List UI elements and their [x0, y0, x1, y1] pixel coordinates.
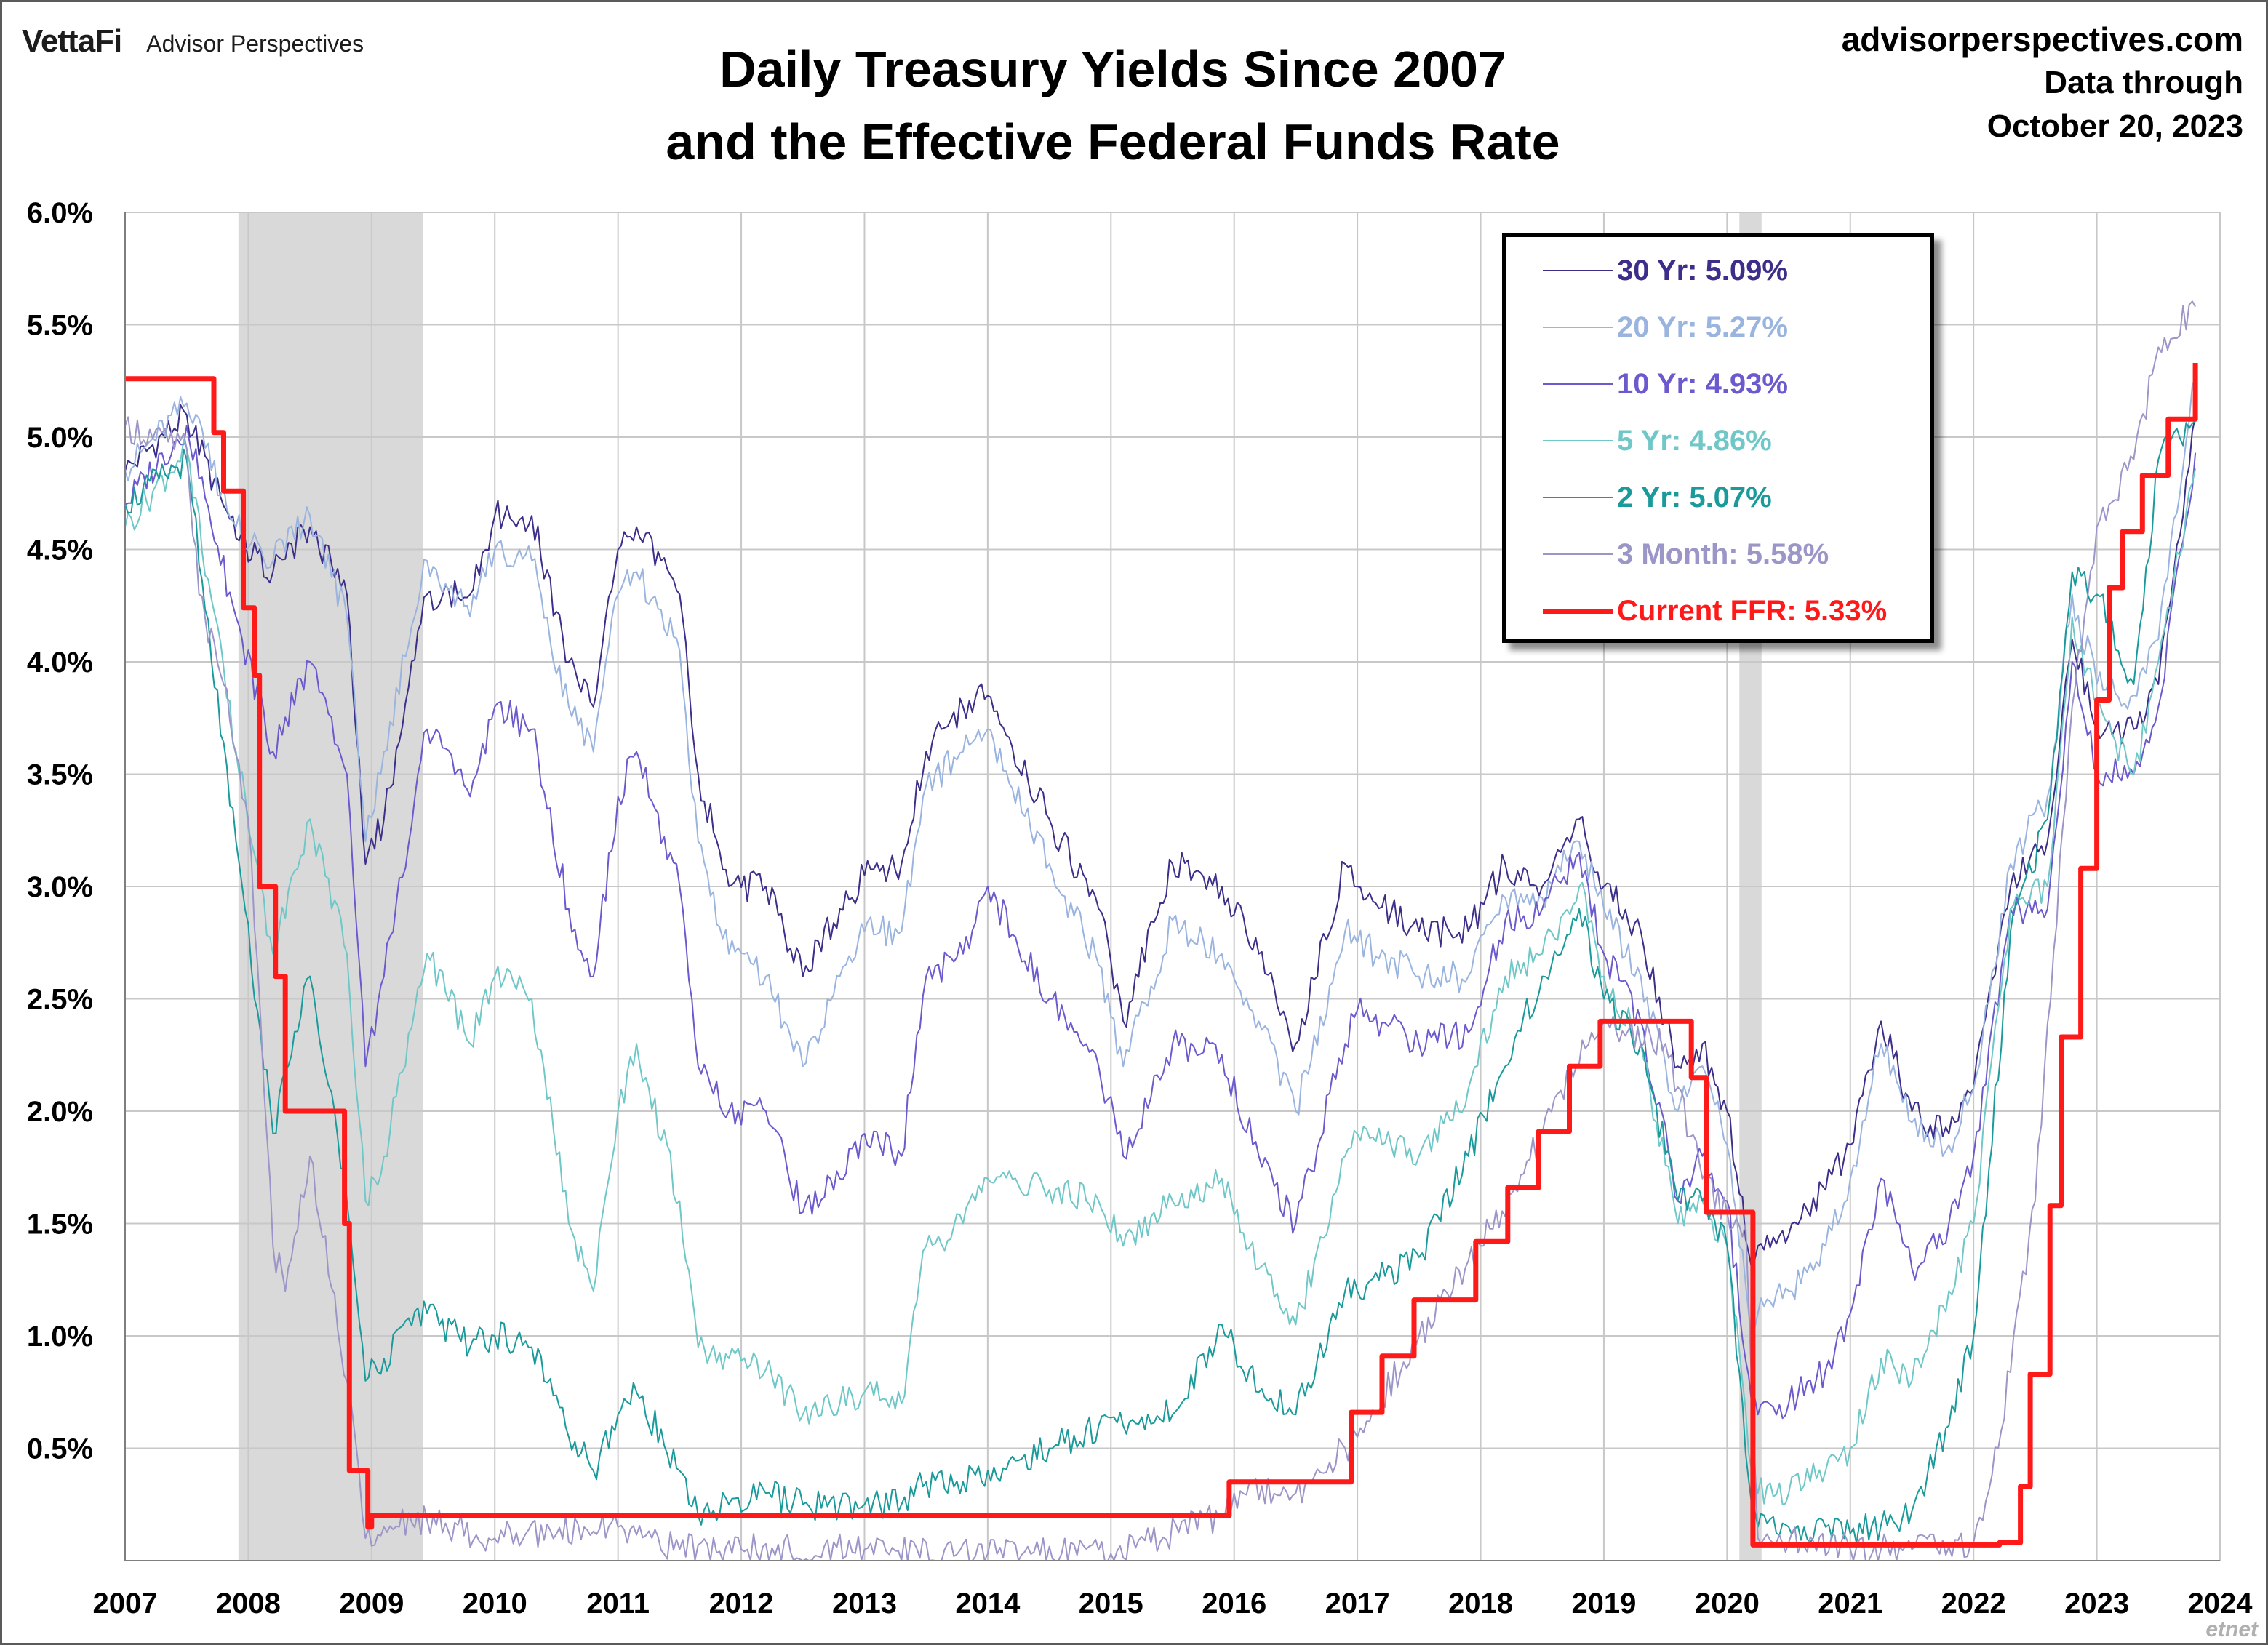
brand-logo[interactable]: VettaFi	[22, 23, 122, 59]
x-tick-label: 2014	[955, 1588, 1021, 1620]
source-site[interactable]: advisorperspectives.com	[1841, 20, 2243, 58]
series-line	[124, 404, 2197, 1270]
x-tick-label: 2011	[586, 1588, 650, 1620]
y-tick-label: 4.0%	[27, 647, 93, 679]
x-tick-label: 2019	[1571, 1588, 1636, 1620]
legend-item: 5 Yr: 4.86%	[1543, 422, 1772, 460]
x-tick-label: 2021	[1818, 1588, 1882, 1620]
y-tick-label: 6.0%	[27, 197, 93, 229]
y-tick-label: 3.5%	[27, 759, 93, 791]
legend-label: 2 Yr: 5.07%	[1617, 481, 1772, 513]
legend-label: 20 Yr: 5.27%	[1617, 311, 1788, 343]
series-line	[124, 420, 2196, 1544]
legend-swatch	[1543, 270, 1613, 271]
x-tick-label: 2024	[2188, 1588, 2253, 1620]
data-through-date: October 20, 2023	[1987, 108, 2243, 144]
brand: VettaFi Advisor Perspectives	[22, 23, 364, 60]
legend-label: Current FFR: 5.33%	[1617, 594, 1888, 627]
legend-swatch	[1543, 327, 1613, 328]
y-tick-label: 0.5%	[27, 1433, 93, 1465]
legend-swatch	[1543, 497, 1613, 498]
legend-item: Current FFR: 5.33%	[1543, 592, 1887, 630]
x-tick-label: 2008	[216, 1588, 281, 1620]
legend-item: 20 Yr: 5.27%	[1543, 308, 1788, 346]
legend-swatch	[1543, 608, 1613, 614]
x-tick-label: 2020	[1695, 1588, 1760, 1620]
legend-swatch	[1543, 383, 1613, 385]
x-tick-label: 2016	[1202, 1588, 1266, 1620]
y-tick-label: 5.5%	[27, 310, 93, 342]
watermark: etnet	[2205, 1617, 2258, 1641]
x-tick-label: 2009	[339, 1588, 404, 1620]
x-tick-label: 2017	[1325, 1588, 1390, 1620]
y-tick-label: 1.5%	[27, 1209, 93, 1241]
source-info: advisorperspectives.com Data through Oct…	[1842, 17, 2243, 148]
legend-label: 3 Month: 5.58%	[1617, 537, 1829, 570]
series-line	[125, 363, 2198, 1548]
series-line	[124, 439, 2197, 1505]
x-tick-label: 2018	[1448, 1588, 1513, 1620]
chart-title-line-1: Daily Treasury Yields Since 2007	[719, 41, 1506, 97]
y-tick-label: 4.5%	[27, 535, 93, 567]
legend-swatch	[1543, 440, 1613, 441]
x-tick-label: 2012	[709, 1588, 774, 1620]
y-tick-label: 5.0%	[27, 422, 93, 454]
data-through-label: Data through	[2044, 65, 2243, 100]
chart-title: Daily Treasury Yields Since 2007 and the…	[553, 33, 1673, 178]
legend-item: 2 Yr: 5.07%	[1543, 479, 1772, 516]
y-tick-label: 2.5%	[27, 984, 93, 1016]
series-line	[124, 376, 2197, 1337]
y-tick-label: 2.0%	[27, 1096, 93, 1128]
y-tick-label: 3.0%	[27, 871, 93, 903]
legend-label: 10 Yr: 4.93%	[1617, 367, 1788, 400]
x-tick-label: 2007	[93, 1588, 158, 1620]
legend-label: 5 Yr: 4.86%	[1617, 424, 1772, 457]
brand-subtitle: Advisor Perspectives	[146, 31, 364, 57]
x-tick-label: 2010	[463, 1588, 527, 1620]
legend-item: 3 Month: 5.58%	[1543, 535, 1829, 573]
legend-item: 30 Yr: 5.09%	[1543, 252, 1788, 289]
y-tick-label: 1.0%	[27, 1321, 93, 1353]
x-tick-label: 2013	[832, 1588, 897, 1620]
x-tick-label: 2022	[1941, 1588, 2006, 1620]
chart-legend: 30 Yr: 5.09% 20 Yr: 5.27% 10 Yr: 4.93% 5 Yr…	[1502, 233, 1934, 643]
x-tick-label: 2023	[2064, 1588, 2129, 1620]
series-line	[124, 300, 2196, 1561]
series-line	[124, 425, 2197, 1420]
chart-title-line-2: and the Effective Federal Funds Rate	[666, 113, 1560, 170]
legend-item: 10 Yr: 4.93%	[1543, 365, 1788, 403]
legend-swatch	[1543, 553, 1613, 555]
legend-label: 30 Yr: 5.09%	[1617, 254, 1788, 287]
x-tick-label: 2015	[1079, 1588, 1143, 1620]
